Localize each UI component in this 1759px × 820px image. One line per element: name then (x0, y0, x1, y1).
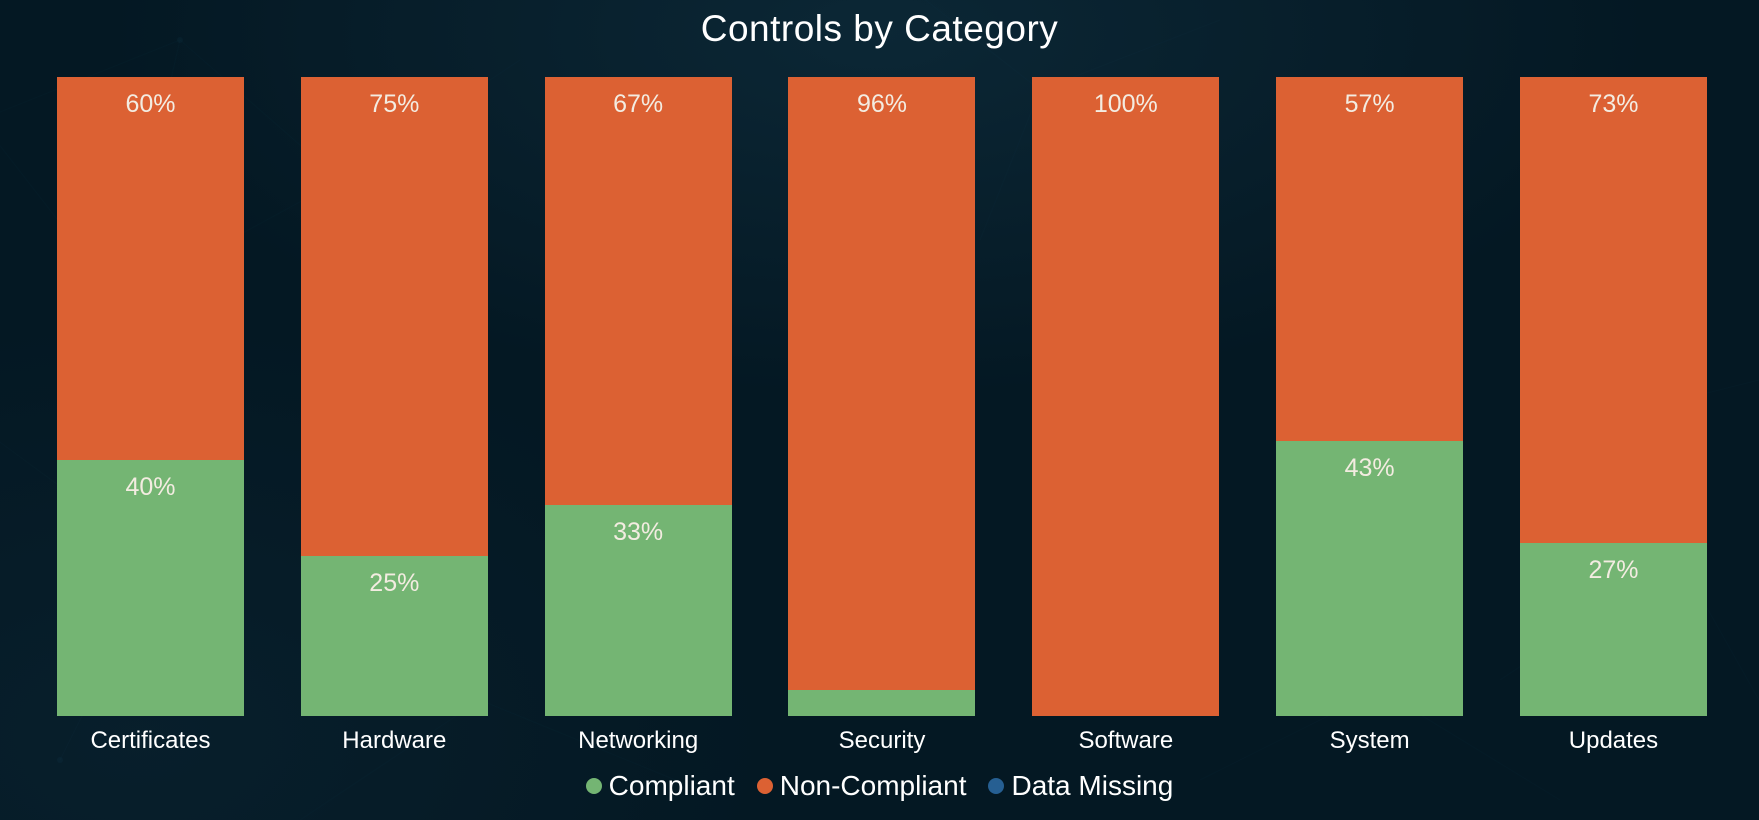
segment-value-label: 73% (1588, 90, 1639, 118)
segment-compliant[interactable]: 40% (57, 460, 244, 716)
stacked-bar: 57% 43% (1276, 77, 1464, 716)
bar-column: 67% 33% Networking (544, 77, 732, 754)
stacked-bar: 100% (1032, 77, 1220, 716)
bar-column: 75% 25% Hardware (300, 77, 488, 754)
segment-non_compliant[interactable]: 73% (1519, 77, 1707, 544)
segment-non_compliant[interactable]: 100% (1032, 77, 1220, 716)
legend-dot-compliant (585, 778, 602, 794)
legend: Compliant Non-Compliant Data Missing (0, 770, 1759, 802)
bar-column: 96% Security (788, 77, 976, 754)
stacked-bar: 60% 40% (57, 77, 244, 716)
segment-compliant[interactable]: 25% (300, 556, 488, 716)
category-axis-label: Software (1078, 727, 1174, 754)
category-axis-label: Security (838, 727, 926, 754)
category-axis-label: Certificates (90, 727, 211, 754)
segment-non_compliant[interactable]: 57% (1276, 77, 1464, 442)
segment-value-label: 43% (1344, 454, 1395, 483)
segment-value-label: 67% (613, 90, 664, 118)
bar-column: 60% 40% Certificates (57, 77, 244, 754)
bar-column: 73% 27% Updates (1519, 77, 1707, 754)
category-axis-label: Networking (578, 727, 699, 754)
legend-label: Data Missing (1011, 770, 1174, 801)
segment-non_compliant[interactable]: 67% (544, 77, 732, 506)
segment-compliant[interactable] (788, 690, 976, 716)
category-axis-label: Updates (1568, 727, 1659, 754)
category-axis-label: Hardware (342, 727, 447, 754)
segment-value-label: 60% (125, 90, 176, 118)
segment-value-label: 96% (856, 90, 907, 118)
legend-item-compliant[interactable]: Compliant (585, 770, 735, 802)
segment-value-label: 27% (1588, 556, 1639, 585)
bar-column: 57% 43% System (1276, 77, 1464, 754)
segment-non_compliant[interactable]: 96% (788, 77, 976, 691)
legend-dot-data_missing (988, 778, 1005, 794)
stacked-bar: 75% 25% (300, 77, 488, 716)
segment-compliant[interactable]: 33% (544, 505, 732, 716)
legend-label: Non-Compliant (779, 770, 967, 801)
legend-item-data_missing[interactable]: Data Missing (988, 770, 1173, 802)
stacked-bar: 73% 27% (1519, 77, 1707, 716)
segment-value-label: 33% (613, 518, 664, 547)
chart-title: Controls by Category (700, 8, 1059, 49)
legend-item-non_compliant[interactable]: Non-Compliant (756, 770, 967, 802)
bar-column: 100% Software (1032, 77, 1220, 754)
legend-dot-non_compliant (756, 778, 773, 794)
segment-value-label: 100% (1093, 90, 1158, 118)
plot-area: 60% 40% Certificates 75% 25% Hardware 67% 33% Ne… (57, 77, 1707, 754)
segment-non_compliant[interactable]: 75% (300, 77, 488, 557)
segment-value-label: 57% (1344, 90, 1395, 118)
segment-value-label: 25% (369, 569, 420, 598)
stacked-bar: 96% (788, 77, 976, 716)
stacked-bar: 67% 33% (544, 77, 732, 716)
segment-compliant[interactable]: 43% (1276, 441, 1464, 716)
category-axis-label: System (1329, 727, 1410, 754)
segment-non_compliant[interactable]: 60% (57, 77, 244, 461)
segment-compliant[interactable]: 27% (1519, 543, 1707, 716)
segment-value-label: 40% (125, 473, 176, 502)
segment-value-label: 75% (369, 90, 420, 118)
legend-label: Compliant (608, 770, 735, 801)
